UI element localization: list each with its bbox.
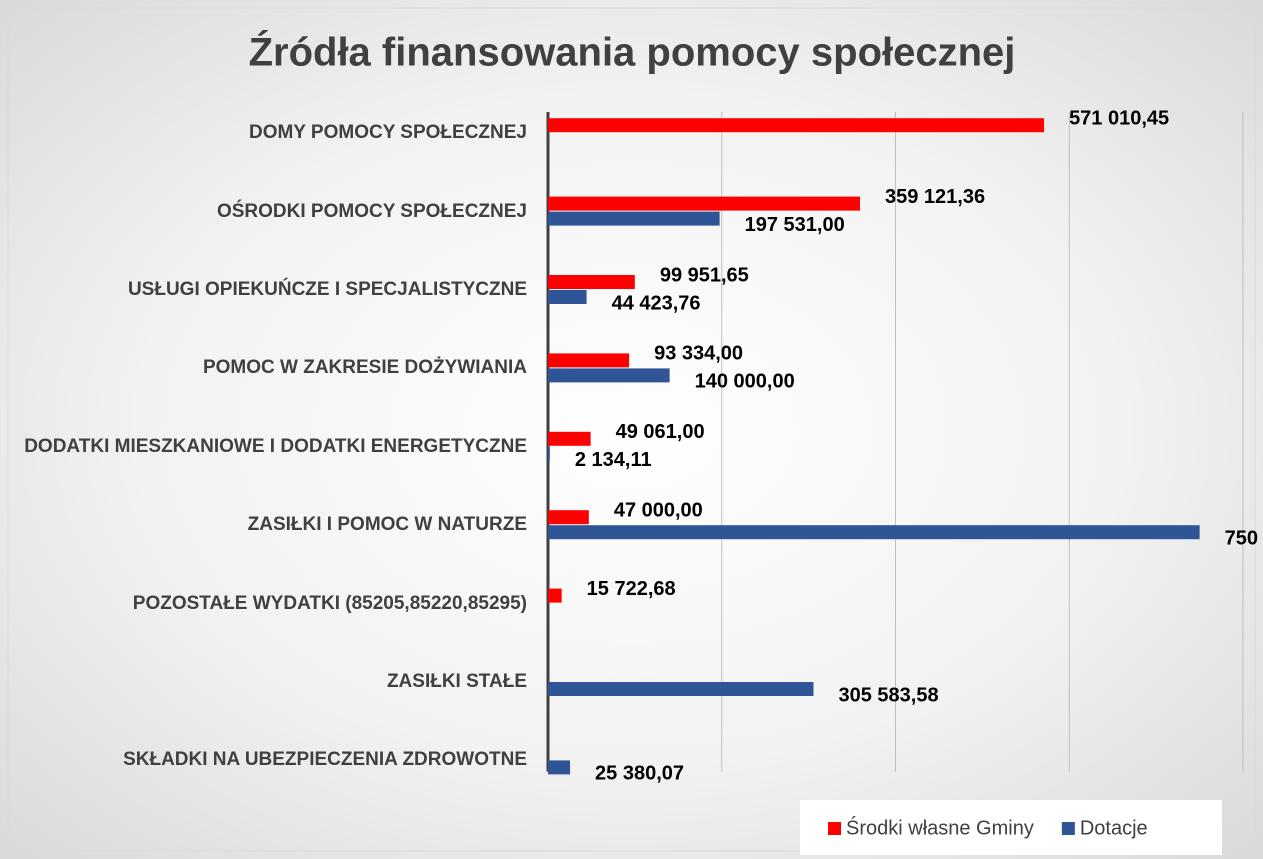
value-label: 25 380,07 <box>595 763 684 785</box>
value-label: 47 000,00 <box>614 499 703 521</box>
category-label: DOMY POMOCY SPOŁECZNEJ <box>248 122 527 144</box>
value-label: 305 583,58 <box>838 684 938 706</box>
category-label: POZOSTAŁE WYDATKI (85205,85220,85295) <box>132 592 527 614</box>
bar <box>548 196 860 211</box>
value-label: 571 010,45 <box>1069 107 1169 129</box>
bar <box>548 118 1045 133</box>
bar <box>548 510 589 525</box>
bar <box>548 368 670 383</box>
legend-box <box>800 800 1222 855</box>
bar <box>548 760 571 775</box>
category-label: ZASIŁKI STAŁE <box>386 671 527 692</box>
bar <box>548 353 630 368</box>
category-label: ZASIŁKI I POMOC W NATURZE <box>247 514 527 536</box>
category-label: DODATKI MIESZKANIOWE I DODATKI ENERGETYC… <box>24 435 527 457</box>
bar <box>548 525 1200 540</box>
bar <box>548 682 814 696</box>
legend-label: Środki własne Gminy <box>846 815 1034 839</box>
value-label: 49 061,00 <box>616 421 705 443</box>
value-label: 140 000,00 <box>695 371 795 393</box>
legend-swatch <box>1061 822 1075 835</box>
category-label: USŁUGI OPIEKUŃCZE I SPECJALISTYCZNE <box>127 279 527 300</box>
legend-label: Dotacje <box>1080 817 1148 839</box>
category-label: SKŁADKI NA UBEZPIECZENIA ZDROWOTNE <box>123 749 527 771</box>
bar <box>548 588 562 603</box>
value-label: 99 951,65 <box>660 264 749 286</box>
value-label: 15 722,68 <box>587 578 676 600</box>
legend-swatch <box>828 822 841 835</box>
bar <box>548 275 635 289</box>
value-label: 93 334,00 <box>654 343 743 365</box>
bar <box>548 446 550 461</box>
category-label: OŚRODKI POMOCY SPOŁECZNEJ <box>216 200 527 222</box>
value-label: 2 134,11 <box>575 449 652 471</box>
bar <box>548 211 720 226</box>
category-label: POMOC W ZAKRESIE DOŻYWIANIA <box>202 357 527 379</box>
value-label: 750 075,66 <box>1225 527 1263 549</box>
bar <box>548 290 587 304</box>
chart-title: Źródła finansowania pomocy społecznej <box>249 30 1016 75</box>
value-label: 44 423,76 <box>612 292 701 314</box>
value-label: 359 121,36 <box>885 186 985 208</box>
value-label: 197 531,00 <box>745 214 845 236</box>
chart-border <box>7 7 1256 852</box>
bar <box>548 431 591 446</box>
